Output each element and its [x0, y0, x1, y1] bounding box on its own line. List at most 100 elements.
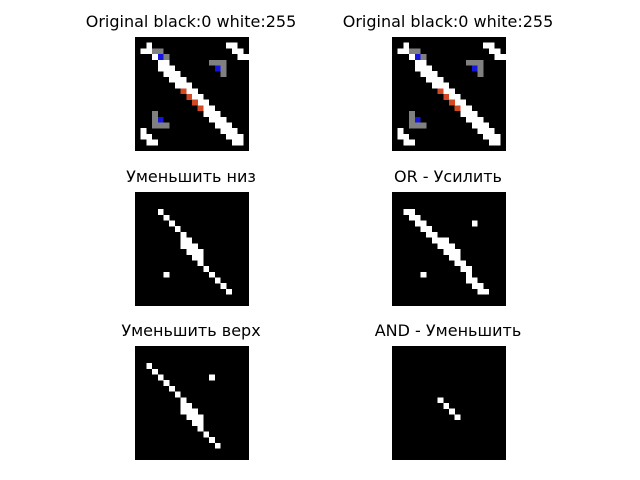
pixel-cell	[198, 260, 204, 266]
pixel-cell	[472, 283, 478, 289]
pixel-cell	[398, 134, 404, 140]
pixel-cell	[232, 43, 238, 49]
pixel-cell	[443, 243, 449, 249]
pixel-cell	[460, 260, 466, 266]
pixel-cell	[146, 134, 152, 140]
pixel-cell	[409, 215, 415, 221]
pixel-cell	[438, 83, 444, 89]
pixel-cell	[175, 226, 181, 232]
pixel-cell	[169, 386, 175, 392]
pixel-cell	[455, 105, 461, 111]
pixel-cell	[443, 88, 449, 94]
pixel-cell	[146, 363, 152, 369]
pixel-cell	[415, 60, 421, 66]
pixel-cell	[146, 43, 152, 49]
pixel-cell	[215, 60, 221, 66]
pixel-cell	[232, 48, 238, 54]
pixel-cell	[449, 409, 455, 415]
pixel-cell	[181, 243, 187, 249]
pixel-cell	[478, 289, 484, 295]
pixel-cell	[421, 71, 427, 77]
pixel-cell	[438, 88, 444, 94]
pixel-cell	[192, 409, 198, 415]
pixel-cell	[409, 48, 415, 54]
pixel-cell	[466, 105, 472, 111]
pixel-cell	[415, 48, 421, 54]
pixel-cell	[209, 437, 215, 443]
pixel-cell	[209, 272, 215, 278]
pixel-cell	[460, 100, 466, 106]
pixel-cell	[232, 128, 238, 134]
pixel-cell	[238, 134, 244, 140]
pixel-cell	[141, 134, 147, 140]
pixel-cell	[152, 369, 158, 375]
pixel-cell	[466, 111, 472, 117]
panel-title-2: Original black:0 white:255	[328, 12, 568, 32]
pixel-cell	[443, 94, 449, 100]
pixel-cell	[409, 140, 415, 146]
pixel-cell	[158, 117, 164, 123]
pixel-cell	[472, 221, 478, 227]
pixel-cell	[221, 66, 227, 72]
pixel-cell	[221, 283, 227, 289]
pixel-cell	[215, 443, 221, 449]
pixel-cell	[158, 66, 164, 72]
pixel-cell	[192, 414, 198, 420]
pixel-cell	[226, 123, 232, 129]
pixel-cell	[432, 232, 438, 238]
pixel-cell	[198, 100, 204, 106]
pixel-cell	[472, 60, 478, 66]
pixel-cell	[483, 43, 489, 49]
pixel-cell	[164, 215, 170, 221]
pixel-cell	[186, 94, 192, 100]
pixel-cell	[226, 289, 232, 295]
pixel-cell	[175, 77, 181, 83]
pixel-cell	[455, 255, 461, 261]
pixel-cell	[455, 414, 461, 420]
pixel-cell	[495, 54, 501, 60]
pixel-cell	[226, 134, 232, 140]
pixel-cell	[169, 66, 175, 72]
pixel-cell	[478, 60, 484, 66]
pixel-cell	[432, 238, 438, 244]
pixel-cell	[215, 278, 221, 284]
pixel-cell	[489, 48, 495, 54]
pixel-cell	[198, 249, 204, 255]
pixel-cell	[478, 71, 484, 77]
pixel-cell	[158, 48, 164, 54]
pixel-cell	[443, 83, 449, 89]
pixel-cell	[181, 403, 187, 409]
pixel-cell	[460, 111, 466, 117]
pixel-cell	[175, 392, 181, 398]
pixel-cell	[186, 414, 192, 420]
pixel-cell	[483, 134, 489, 140]
pixel-cell	[198, 414, 204, 420]
pixel-cell	[209, 60, 215, 66]
pixel-cell	[158, 375, 164, 381]
pixel-cell	[426, 71, 432, 77]
pixel-cell	[238, 48, 244, 54]
pixel-cell	[158, 209, 164, 215]
pixel-cell	[198, 255, 204, 261]
pixel-cell	[203, 432, 209, 438]
pixel-cell	[243, 54, 249, 60]
pixel-cell	[409, 209, 415, 215]
pixel-cell	[421, 60, 427, 66]
pixel-cell	[141, 128, 147, 134]
pixel-cell	[421, 272, 427, 278]
pixel-cell	[215, 117, 221, 123]
pixel-cell	[409, 111, 415, 117]
pixel-cell	[466, 272, 472, 278]
pixel-cell	[203, 100, 209, 106]
pixel-cell	[164, 54, 170, 60]
pixel-cell	[192, 100, 198, 106]
pixel-cell	[421, 66, 427, 72]
pixel-cell	[415, 66, 421, 72]
pixel-cell	[460, 266, 466, 272]
pixel-cell	[478, 128, 484, 134]
pixel-cell	[472, 278, 478, 284]
pixel-cell	[415, 54, 421, 60]
pixel-cell	[238, 54, 244, 60]
pixel-cell	[186, 403, 192, 409]
pixel-cell	[432, 71, 438, 77]
